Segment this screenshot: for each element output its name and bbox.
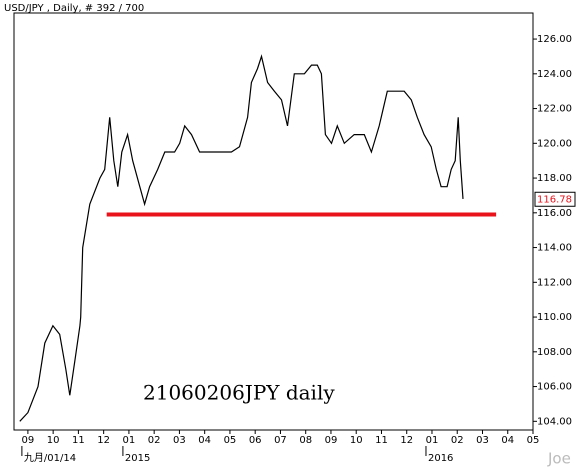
- y-tick-label: 110.00: [537, 312, 572, 323]
- y-tick-label: 126.00: [537, 34, 572, 45]
- y-tick-label: 122.00: [537, 104, 572, 115]
- last-value-box: [534, 191, 576, 207]
- y-tick-label: 114.00: [537, 243, 572, 254]
- x-tick-label: 10: [47, 435, 60, 446]
- x-tick-label: 07: [274, 435, 287, 446]
- x-sublabel: 2016: [428, 453, 453, 464]
- y-tick-label: 108.00: [537, 347, 572, 358]
- x-tick-label: 05: [224, 435, 237, 446]
- x-tick-label: 01: [426, 435, 439, 446]
- y-tick-label: 124.00: [537, 69, 572, 80]
- x-tick-label: 11: [72, 435, 85, 446]
- x-tick-label: 03: [476, 435, 489, 446]
- x-tick-label: 12: [400, 435, 413, 446]
- x-tick-label: 02: [148, 435, 161, 446]
- y-tick-label: 112.00: [537, 277, 572, 288]
- x-tick-label: 09: [325, 435, 338, 446]
- x-tick-label: 01: [123, 435, 136, 446]
- x-tick-label: 10: [350, 435, 363, 446]
- x-tick-label: 04: [501, 435, 514, 446]
- x-tick-label: 03: [173, 435, 186, 446]
- x-tick-label: 09: [22, 435, 35, 446]
- x-tick-label: 12: [97, 435, 110, 446]
- y-tick-label: 120.00: [537, 138, 572, 149]
- x-sublabel: 九月/01/14: [24, 452, 76, 464]
- watermark: Joe: [547, 450, 571, 468]
- price-line: [19, 54, 464, 422]
- x-tick-label: 06: [249, 435, 262, 446]
- x-tick-label: 04: [198, 435, 211, 446]
- x-tick-label: 08: [299, 435, 312, 446]
- last-value-label: 116.78: [537, 194, 572, 205]
- y-tick-label: 118.00: [537, 173, 572, 184]
- y-tick-label: 106.00: [537, 382, 572, 393]
- y-tick-label: 104.00: [537, 416, 572, 427]
- plot-area: [13, 12, 534, 431]
- y-tick-label: 116.00: [537, 208, 572, 219]
- chart-title: USD/JPY , Daily, # 392 / 700: [4, 3, 144, 14]
- x-tick-label: 02: [451, 435, 464, 446]
- x-sublabel: 2015: [125, 453, 150, 464]
- annotation: 21060206JPY daily: [143, 381, 335, 405]
- x-tick-label: 05: [527, 435, 540, 446]
- x-tick-label: 11: [375, 435, 388, 446]
